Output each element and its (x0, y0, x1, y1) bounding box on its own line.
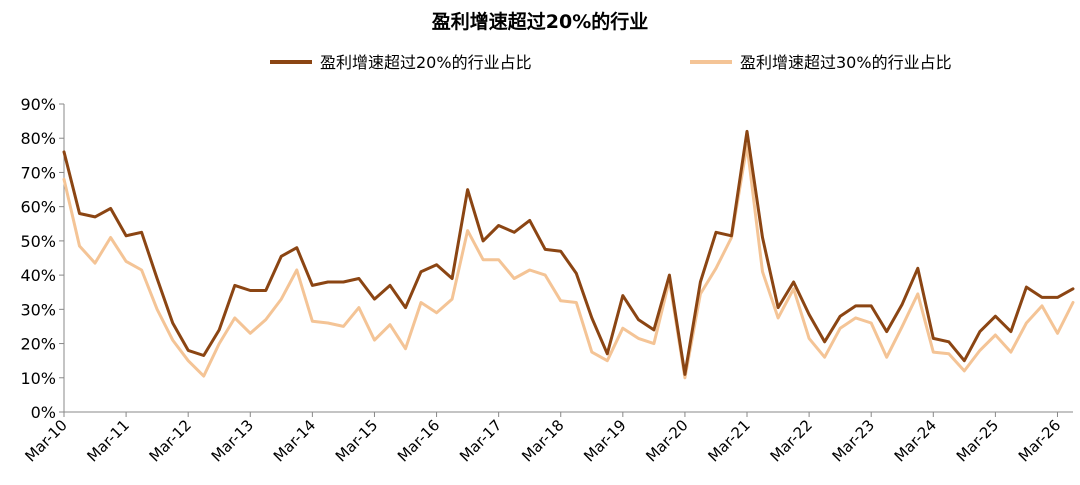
x-tick-label: Mar-15 (332, 416, 381, 465)
x-tick-label: Mar-19 (580, 416, 629, 465)
x-tick-label: Mar-22 (767, 416, 816, 465)
x-tick-label: Mar-12 (146, 416, 195, 465)
y-tick-label: 50% (20, 232, 56, 251)
x-tick-label: Mar-16 (394, 416, 443, 465)
x-tick-label: Mar-11 (84, 416, 133, 465)
y-tick-label: 40% (20, 266, 56, 285)
y-tick-label: 70% (20, 163, 56, 182)
chart-title: 盈利增速超过20%的行业 (431, 10, 648, 33)
x-tick-label: Mar-21 (704, 416, 753, 465)
y-tick-label: 20% (20, 335, 56, 354)
x-tick-label: Mar-17 (456, 416, 505, 465)
x-tick-label: Mar-10 (21, 416, 70, 465)
y-tick-label: 30% (20, 300, 56, 319)
series-lines (62, 129, 1075, 380)
x-tick-label: Mar-20 (642, 416, 691, 465)
x-tick-label: Mar-13 (208, 416, 257, 465)
y-tick-label: 0% (31, 403, 56, 422)
y-tick-label: 90% (20, 95, 56, 114)
x-tick-label: Mar-14 (270, 416, 319, 465)
series-line-1 (62, 129, 1075, 376)
x-axis-ticks: Mar-10 Mar-11 Mar-12 Mar-13 Mar-14 Mar-15 Mar-… (21, 412, 1064, 465)
y-tick-label: 10% (20, 369, 56, 388)
legend-label-series-1: 盈利增速超过20%的行业占比 (320, 53, 532, 72)
x-tick-label: Mar-26 (1015, 416, 1064, 465)
x-tick-label: Mar-25 (953, 416, 1002, 465)
y-axis-ticks: 0% 10% 20% 30% 40% 50% 60% 70% 80% 90% (20, 95, 64, 422)
legend-label-series-2: 盈利增速超过30%的行业占比 (740, 53, 952, 72)
y-tick-label: 80% (20, 129, 56, 148)
x-tick-label: Mar-18 (518, 416, 567, 465)
y-tick-label: 60% (20, 198, 56, 217)
series-line-2 (62, 143, 1075, 380)
axes (63, 104, 1073, 413)
x-tick-label: Mar-24 (891, 416, 940, 465)
x-tick-label: Mar-23 (829, 416, 878, 465)
legend: 盈利增速超过20%的行业占比 盈利增速超过30%的行业占比 (270, 53, 952, 72)
